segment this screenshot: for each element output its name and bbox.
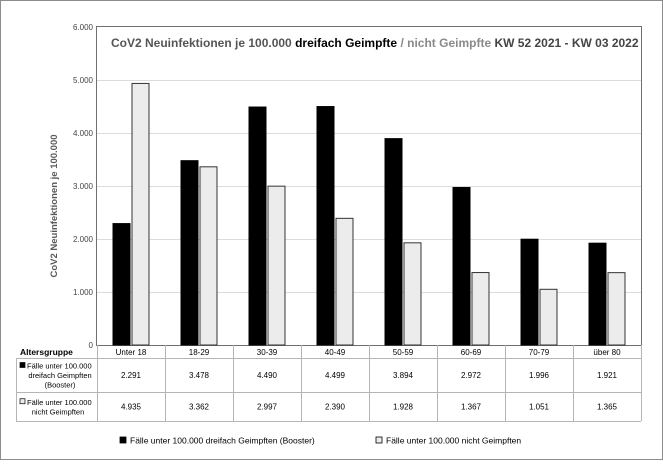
bar-booster	[248, 106, 267, 346]
y-tick-label: 6.000	[73, 23, 94, 32]
category-label: 60-69	[461, 348, 482, 357]
y-tick-label: 1.000	[73, 288, 94, 297]
bar-unvaccinated	[471, 272, 490, 346]
bar-unvaccinated	[403, 242, 422, 346]
legend-label-booster: Fälle unter 100.000 dreifach Geimpften (…	[130, 436, 315, 446]
table-row-label: (Booster)	[45, 381, 76, 390]
table-header-label: Altersgruppe	[20, 347, 73, 357]
bar-booster	[384, 138, 403, 346]
table-value: 2.972	[461, 371, 482, 380]
table-row-label: nicht Geimpften	[32, 407, 85, 416]
table-row-label: Fälle unter 100.000	[27, 362, 92, 371]
bar-unvaccinated	[267, 185, 286, 346]
title-part-3: / nicht Geimpfte	[397, 36, 491, 50]
table-value: 1.921	[597, 371, 618, 380]
legend-swatch-booster	[119, 436, 127, 444]
data-table: Altersgruppe Unter 18 18-29 30-39 40-49 50-59…	[16, 345, 642, 422]
table-value: 4.490	[257, 371, 278, 380]
category-label: 50-59	[393, 348, 414, 357]
table-value: 1.996	[529, 371, 550, 380]
y-tick-label: 0	[89, 341, 94, 350]
table-value: 2.997	[257, 403, 278, 412]
y-tick-label: 5.000	[73, 76, 94, 85]
bar-unvaccinated	[199, 166, 218, 346]
legend: Fälle unter 100.000 dreifach Geimpften (…	[119, 436, 521, 446]
table-value: 1.051	[529, 403, 550, 412]
title-part-1: CoV2 Neuinfektionen je 100.000	[111, 36, 295, 50]
bar-booster	[588, 242, 607, 346]
legend-swatch-unvaccinated	[375, 436, 383, 444]
table-value: 3.362	[189, 403, 210, 412]
category-label: Unter 18	[116, 348, 147, 357]
table-value: 1.367	[461, 403, 482, 412]
y-axis-label: CoV2 Neuinfektionen je 100.000	[49, 134, 60, 277]
category-label: über 80	[593, 348, 621, 357]
table-value: 2.390	[325, 403, 346, 412]
bar-unvaccinated	[607, 272, 626, 346]
table-value: 3.478	[189, 371, 210, 380]
table-value: 4.935	[121, 403, 142, 412]
bar-unvaccinated	[335, 217, 354, 346]
y-tick-label: 2.000	[73, 235, 94, 244]
table-value: 1.928	[393, 403, 414, 412]
category-label: 40-49	[325, 348, 346, 357]
bar-unvaccinated	[539, 288, 558, 346]
table-key-booster	[19, 362, 26, 368]
bar-booster	[520, 238, 539, 346]
table-key-unvaccinated	[19, 398, 26, 405]
category-label: 70-79	[529, 348, 550, 357]
y-tick-label: 4.000	[73, 129, 94, 138]
title-part-2: dreifach Geimpfte	[295, 36, 397, 50]
category-label: 30-39	[257, 348, 278, 357]
table-value: 2.291	[121, 371, 142, 380]
bar-booster	[180, 160, 199, 346]
y-tick-label: 3.000	[73, 182, 94, 191]
bars	[112, 82, 626, 346]
table-value: 4.499	[325, 371, 346, 380]
table-value: 3.894	[393, 371, 414, 380]
table-row-label: dreifach Geimpften	[28, 371, 91, 380]
bar-booster	[112, 223, 131, 346]
table-row-label: Fälle unter 100.000	[27, 398, 92, 407]
title-part-4: KW 52 2021 - KW 03 2022	[491, 36, 639, 50]
bar-booster	[452, 186, 471, 346]
bar-unvaccinated	[131, 82, 150, 346]
legend-label-unvaccinated: Fälle unter 100.000 nicht Geimpften	[386, 436, 521, 446]
bar-booster	[316, 106, 335, 346]
category-label: 18-29	[189, 348, 210, 357]
chart-title: CoV2 Neuinfektionen je 100.000 dreifach …	[111, 36, 639, 50]
y-axis-ticks: 0 1.000 2.000 3.000 4.000 5.000 6.000	[73, 23, 94, 350]
table-value: 1.365	[597, 403, 618, 412]
